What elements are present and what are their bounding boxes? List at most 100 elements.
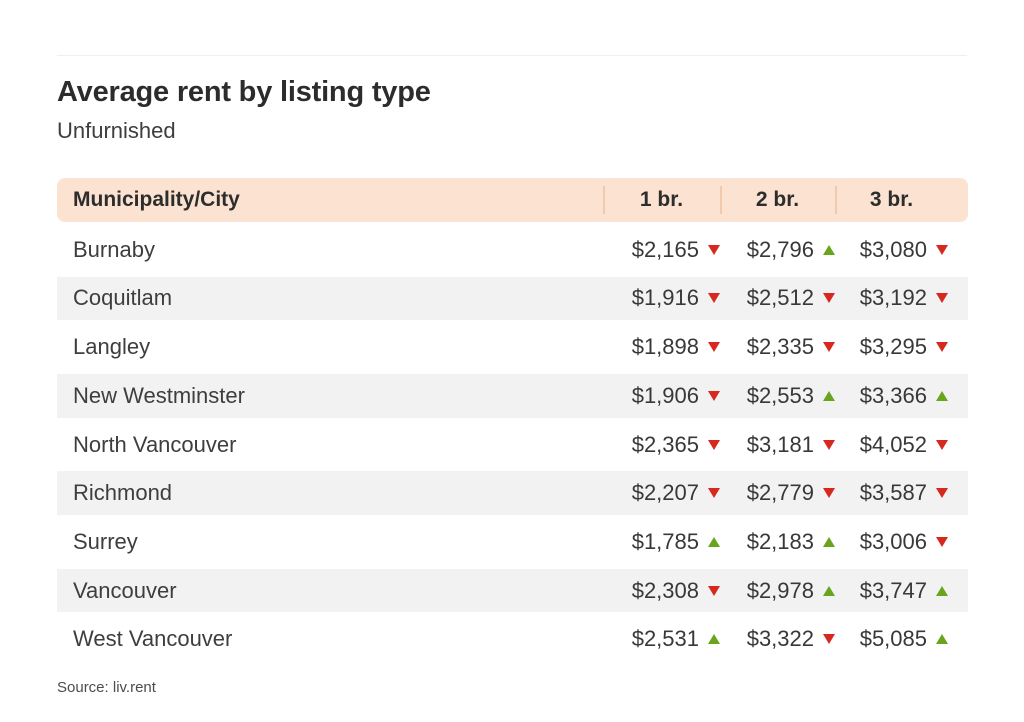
rent-cell-3br: $3,080 bbox=[835, 237, 948, 263]
rent-value-3br: $3,192 bbox=[859, 285, 927, 311]
trend-down-icon bbox=[823, 488, 835, 499]
rent-cell-1br: $1,906 bbox=[603, 383, 720, 409]
rent-cell-1br: $1,785 bbox=[603, 529, 720, 555]
rent-value-2br: $2,796 bbox=[746, 236, 814, 262]
rent-value-3br: $3,006 bbox=[859, 528, 927, 554]
table-row: Richmond $2,207 $2,779 $3,587 bbox=[57, 471, 968, 515]
trend-down-icon bbox=[708, 244, 720, 255]
rent-cell-2br: $2,796 bbox=[720, 237, 835, 263]
rent-value-2br: $2,335 bbox=[746, 334, 814, 360]
trend-down-icon bbox=[708, 439, 720, 450]
trend-up-icon bbox=[936, 390, 948, 401]
rent-cell-2br: $2,779 bbox=[720, 480, 835, 506]
trend-up-icon bbox=[823, 244, 835, 255]
rent-value-3br: $3,295 bbox=[859, 334, 927, 360]
rent-cell-3br: $3,295 bbox=[835, 334, 948, 360]
rent-value-2br: $2,183 bbox=[746, 528, 814, 554]
trend-down-icon bbox=[708, 342, 720, 353]
rent-cell-1br: $2,365 bbox=[603, 432, 720, 458]
table-row: North Vancouver $2,365 $3,181 $4,052 bbox=[57, 423, 968, 467]
rent-cell-3br: $3,587 bbox=[835, 480, 948, 506]
trend-down-icon bbox=[936, 439, 948, 450]
trend-down-icon bbox=[936, 342, 948, 353]
rent-cell-3br: $3,366 bbox=[835, 383, 948, 409]
rent-value-2br: $2,978 bbox=[746, 577, 814, 603]
rent-value-2br: $2,553 bbox=[746, 382, 814, 408]
trend-down-icon bbox=[708, 585, 720, 596]
city-name: Coquitlam bbox=[73, 285, 173, 311]
rent-value-3br: $4,052 bbox=[859, 431, 927, 457]
city-name: New Westminster bbox=[73, 382, 245, 408]
table-header-row: Municipality/City 1 br. 2 br. 3 br. bbox=[57, 178, 968, 222]
rent-value-1br: $1,785 bbox=[631, 528, 699, 554]
rent-value-1br: $2,531 bbox=[631, 626, 699, 652]
trend-up-icon bbox=[936, 634, 948, 645]
rent-cell-2br: $2,512 bbox=[720, 285, 835, 311]
rent-cell-2br: $2,553 bbox=[720, 383, 835, 409]
rent-cell-1br: $1,916 bbox=[603, 285, 720, 311]
source-note: Source: liv.rent bbox=[57, 679, 156, 696]
trend-down-icon bbox=[823, 439, 835, 450]
page-subtitle: Unfurnished bbox=[57, 118, 176, 143]
trend-down-icon bbox=[936, 244, 948, 255]
rent-value-3br: $3,747 bbox=[859, 577, 927, 603]
rent-table: Municipality/City 1 br. 2 br. 3 br. Burn… bbox=[57, 178, 968, 666]
trend-up-icon bbox=[823, 390, 835, 401]
city-name: West Vancouver bbox=[73, 626, 233, 652]
rent-cell-2br: $2,183 bbox=[720, 529, 835, 555]
rent-value-3br: $3,587 bbox=[859, 480, 927, 506]
table-row: Surrey $1,785 $2,183 $3,006 bbox=[57, 520, 968, 564]
trend-down-icon bbox=[708, 390, 720, 401]
trend-up-icon bbox=[823, 585, 835, 596]
rent-value-1br: $2,308 bbox=[631, 577, 699, 603]
trend-down-icon bbox=[708, 293, 720, 304]
rent-cell-3br: $3,747 bbox=[835, 578, 948, 604]
table-row: Coquitlam $1,916 $2,512 $3,192 bbox=[57, 276, 968, 321]
column-header-municipality: Municipality/City bbox=[73, 188, 240, 211]
column-header-1br: 1 br. bbox=[603, 188, 720, 212]
rent-cell-2br: $2,335 bbox=[720, 334, 835, 360]
trend-up-icon bbox=[936, 585, 948, 596]
rent-cell-1br: $2,531 bbox=[603, 626, 720, 652]
rent-cell-3br: $5,085 bbox=[835, 626, 948, 652]
rent-value-1br: $1,898 bbox=[631, 334, 699, 360]
rent-value-1br: $1,906 bbox=[631, 382, 699, 408]
rent-cell-3br: $4,052 bbox=[835, 432, 948, 458]
city-name: Richmond bbox=[73, 480, 173, 506]
table-body: Burnaby $2,165 $2,796 $3,080 Coquitlam $… bbox=[57, 228, 968, 661]
trend-up-icon bbox=[708, 634, 720, 645]
trend-down-icon bbox=[936, 536, 948, 547]
column-header-2br: 2 br. bbox=[720, 188, 835, 212]
rent-cell-1br: $2,207 bbox=[603, 480, 720, 506]
city-name: Burnaby bbox=[73, 236, 155, 262]
table-row: New Westminster $1,906 $2,553 $3,366 bbox=[57, 374, 968, 418]
table-row: Langley $1,898 $2,335 $3,295 bbox=[57, 325, 968, 369]
rent-cell-1br: $2,165 bbox=[603, 237, 720, 263]
rent-value-2br: $2,779 bbox=[746, 480, 814, 506]
rent-cell-3br: $3,006 bbox=[835, 529, 948, 555]
city-name: Surrey bbox=[73, 528, 138, 554]
city-name: Vancouver bbox=[73, 577, 177, 603]
page-title: Average rent by listing type bbox=[57, 76, 431, 108]
column-header-3br: 3 br. bbox=[835, 188, 948, 212]
top-divider bbox=[57, 55, 967, 56]
rent-value-1br: $2,165 bbox=[631, 236, 699, 262]
rent-value-2br: $2,512 bbox=[746, 285, 814, 311]
rent-cell-2br: $3,181 bbox=[720, 432, 835, 458]
table-row: West Vancouver $2,531 $3,322 $5,085 bbox=[57, 618, 968, 662]
trend-up-icon bbox=[708, 536, 720, 547]
rent-value-3br: $5,085 bbox=[859, 626, 927, 652]
rent-value-3br: $3,366 bbox=[859, 382, 927, 408]
rent-value-1br: $1,916 bbox=[631, 285, 699, 311]
rent-cell-1br: $2,308 bbox=[603, 578, 720, 604]
rent-value-2br: $3,181 bbox=[746, 431, 814, 457]
rent-cell-1br: $1,898 bbox=[603, 334, 720, 360]
trend-down-icon bbox=[823, 634, 835, 645]
rent-cell-2br: $2,978 bbox=[720, 578, 835, 604]
table-row: Vancouver $2,308 $2,978 $3,747 bbox=[57, 568, 968, 613]
trend-down-icon bbox=[708, 488, 720, 499]
table-row: Burnaby $2,165 $2,796 $3,080 bbox=[57, 228, 968, 272]
city-name: Langley bbox=[73, 334, 151, 360]
city-name: North Vancouver bbox=[73, 431, 237, 457]
